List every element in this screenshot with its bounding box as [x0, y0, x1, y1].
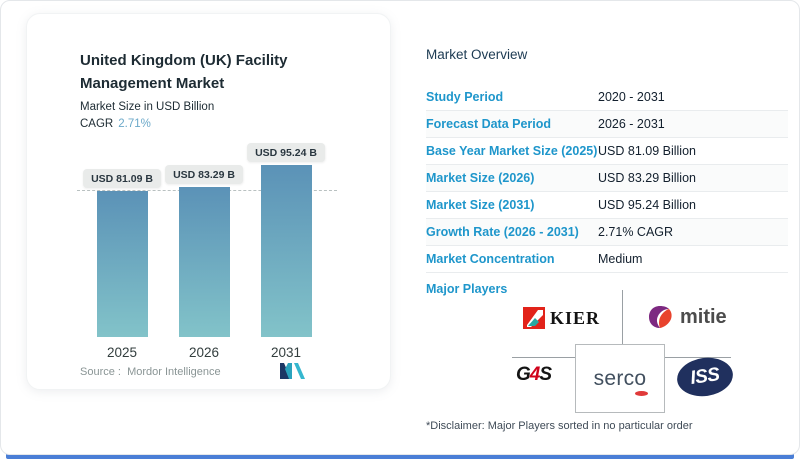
mitie-logo-text: mitie — [680, 305, 727, 328]
chart-card: United Kingdom (UK) Facility Management … — [26, 13, 391, 390]
g4s-logo-text-s: S — [539, 364, 552, 385]
kier-logo-text: KIER — [550, 307, 601, 328]
players-horizontal-divider-left — [512, 357, 575, 358]
x-axis-label-2026: 2026 — [188, 345, 220, 360]
row-value: 2.71% CAGR — [598, 225, 674, 239]
table-row: Market Concentration Medium — [426, 246, 788, 273]
overview-table: Study Period 2020 - 2031 Forecast Data P… — [426, 84, 788, 273]
g4s-logo-text-4: 4 — [529, 364, 541, 385]
market-overview-heading: Market Overview — [426, 47, 528, 62]
row-label: Market Size (2026) — [426, 171, 535, 185]
row-label: Market Size (2031) — [426, 198, 535, 212]
row-label: Base Year Market Size (2025) — [426, 144, 598, 158]
mitie-logo: mitie — [646, 303, 727, 331]
table-row: Base Year Market Size (2025) USD 81.09 B… — [426, 138, 788, 165]
table-row: Market Size (2031) USD 95.24 Billion — [426, 192, 788, 219]
bar-value-label-2025: USD 81.09 B — [83, 169, 161, 188]
row-value: 2026 - 2031 — [598, 117, 665, 131]
bar-2031 — [261, 165, 312, 337]
table-row: Forecast Data Period 2026 - 2031 — [426, 111, 788, 138]
cagr-label: CAGR — [80, 118, 114, 130]
mordor-intelligence-logo-icon — [280, 363, 305, 379]
chart-subtitle: Market Size in USD Billion — [80, 101, 215, 113]
mitie-logo-icon — [649, 306, 672, 328]
table-row: Growth Rate (2026 - 2031) 2.71% CAGR — [426, 219, 788, 246]
bottom-accent-strip — [6, 452, 794, 459]
cagr-value: 2.71% — [118, 118, 151, 130]
g4s-logo: G4S — [516, 364, 552, 386]
row-label: Market Concentration — [426, 252, 555, 266]
iss-logo-text: ISS — [689, 364, 721, 389]
row-value: 2020 - 2031 — [598, 90, 665, 104]
iss-logo: ISS — [674, 354, 736, 400]
bar-2025 — [97, 191, 148, 337]
bar-value-label-2026: USD 83.29 B — [165, 165, 243, 184]
serco-logo-underline-dot — [635, 391, 648, 396]
row-label: Study Period — [426, 90, 504, 104]
chart-card-header: United Kingdom (UK) Facility Management … — [80, 50, 330, 130]
source-line: Source : Mordor Intelligence — [80, 366, 221, 378]
x-axis-label-2031: 2031 — [270, 345, 302, 360]
row-value: USD 81.09 Billion — [598, 144, 696, 158]
row-value: USD 95.24 Billion — [598, 198, 696, 212]
table-row: Study Period 2020 - 2031 — [426, 84, 788, 111]
kier-logo: KIER — [522, 306, 600, 330]
row-label: Growth Rate (2026 - 2031) — [426, 225, 579, 239]
serco-logo-text: serco — [593, 366, 647, 390]
bar-2026 — [179, 187, 230, 337]
kier-logo-icon — [523, 307, 545, 329]
chart-title: United Kingdom (UK) Facility Management … — [80, 52, 288, 92]
players-vertical-divider — [622, 290, 623, 344]
table-row: Market Size (2026) USD 83.29 Billion — [426, 165, 788, 192]
x-axis-label-2025: 2025 — [106, 345, 138, 360]
row-value: USD 83.29 Billion — [598, 171, 696, 185]
serco-logo: serco — [575, 344, 665, 413]
cagr-line: CAGR 2.71% — [80, 118, 330, 130]
g4s-logo-text: G — [516, 364, 531, 385]
bar-value-label-2031: USD 95.24 B — [247, 143, 325, 162]
row-value: Medium — [598, 252, 643, 266]
row-label: Forecast Data Period — [426, 117, 552, 131]
disclaimer-text: *Disclaimer: Major Players sorted in no … — [426, 420, 693, 432]
source-value: Mordor Intelligence — [127, 366, 221, 378]
major-players-label: Major Players — [426, 282, 508, 296]
players-horizontal-divider-right — [665, 357, 731, 358]
source-label: Source : — [80, 366, 121, 378]
